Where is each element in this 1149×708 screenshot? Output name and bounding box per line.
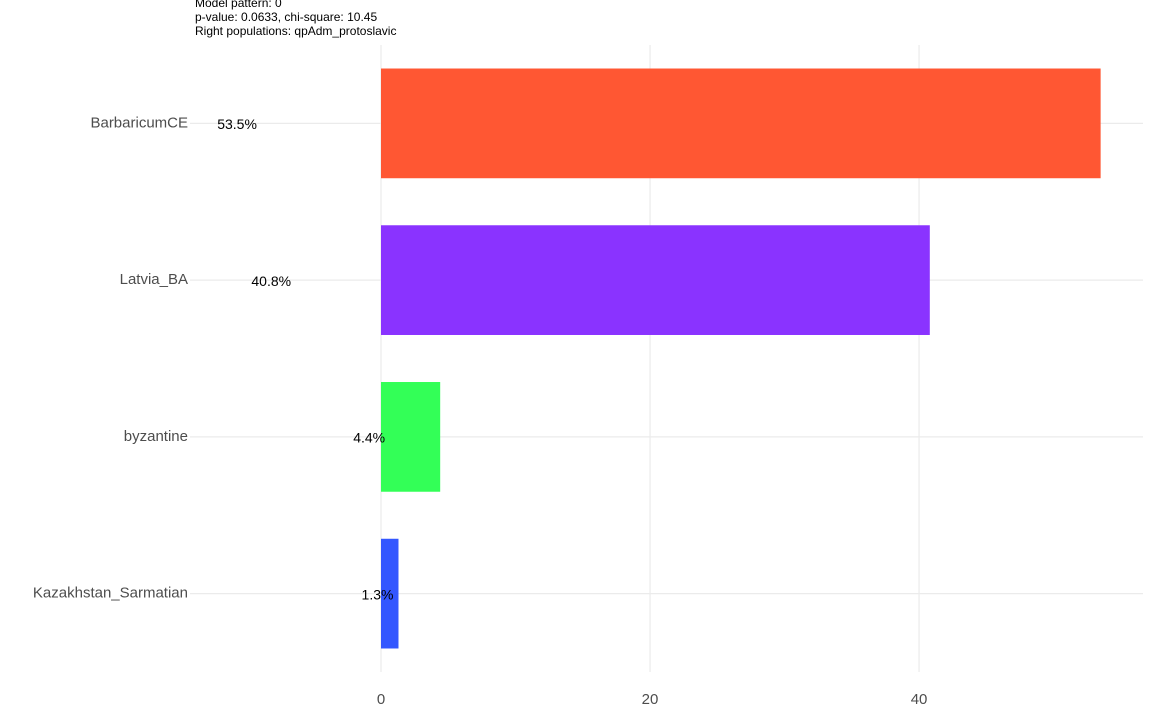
x-tick-label: 0	[377, 691, 385, 708]
x-tick-label: 40	[911, 691, 928, 708]
y-tick-label: BarbaricumCE	[90, 114, 188, 131]
title-line: Right populations: qpAdm_protoslavic	[195, 24, 396, 38]
value-label: 4.4%	[353, 430, 385, 446]
bar	[381, 68, 1101, 179]
value-label: 40.8%	[251, 273, 291, 289]
bar	[381, 382, 441, 492]
bar	[381, 225, 930, 335]
title-line: p-value: 0.0633, chi-square: 10.45	[195, 10, 377, 24]
y-tick-label: Kazakhstan_Sarmatian	[33, 585, 188, 602]
value-label: 1.3%	[362, 586, 394, 602]
bar	[381, 538, 399, 649]
x-tick-label: 20	[642, 691, 659, 708]
y-tick-label: Latvia_BA	[120, 271, 188, 288]
title-line: Model pattern: 0	[195, 0, 282, 10]
value-label: 53.5%	[217, 116, 257, 132]
y-tick-label: byzantine	[124, 428, 188, 445]
